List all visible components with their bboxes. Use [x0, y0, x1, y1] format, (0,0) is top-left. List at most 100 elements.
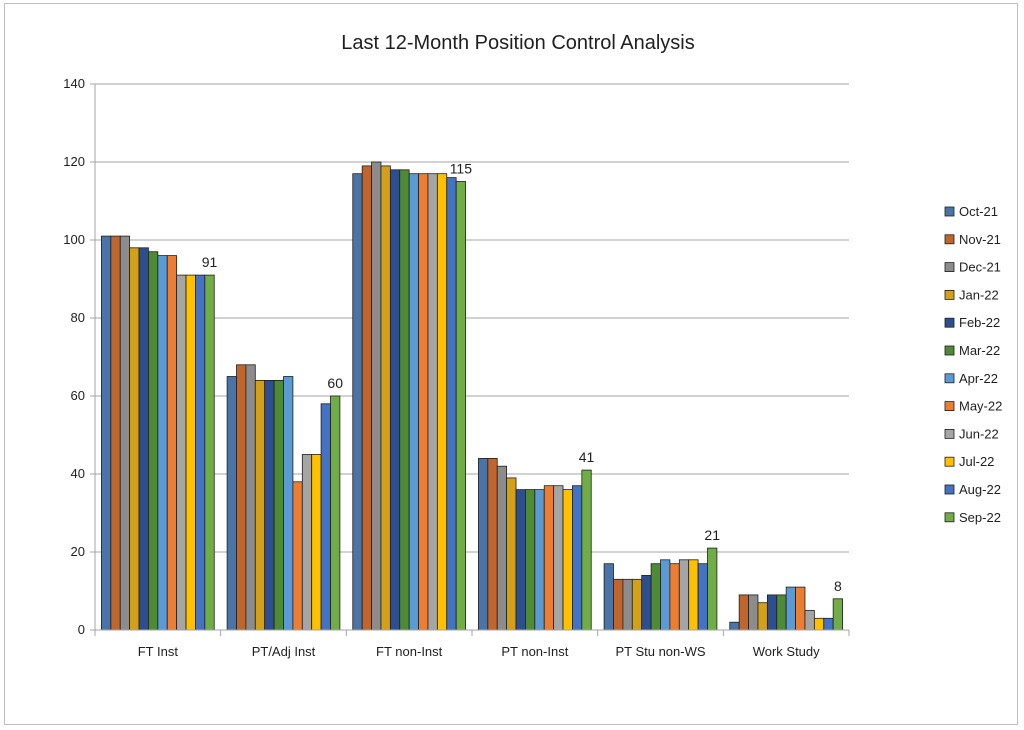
bar	[283, 376, 294, 631]
bar	[185, 274, 196, 631]
legend-swatch	[944, 512, 955, 523]
bar	[446, 177, 457, 631]
bar	[119, 235, 131, 631]
y-tick-label: 100	[63, 232, 85, 247]
bar	[506, 477, 517, 631]
bar	[380, 165, 391, 631]
bar	[738, 594, 749, 631]
bar	[622, 578, 633, 631]
bar	[138, 247, 149, 631]
y-tick-label: 140	[63, 76, 85, 91]
legend-label: May-22	[959, 399, 1002, 414]
legend-label: Apr-22	[959, 371, 998, 386]
bar	[603, 563, 614, 631]
bar	[729, 621, 740, 631]
legend-swatch	[944, 401, 955, 412]
legend-swatch	[944, 345, 955, 356]
bar	[641, 575, 652, 631]
bar	[660, 559, 671, 631]
bar	[195, 274, 206, 631]
bar	[581, 469, 592, 631]
legend-label: Aug-22	[959, 482, 1001, 497]
bar	[697, 563, 708, 631]
bar	[204, 274, 215, 631]
bar	[236, 364, 247, 631]
x-tick-label: FT Inst	[138, 644, 179, 659]
bar	[757, 602, 768, 631]
legend-swatch	[944, 428, 955, 439]
bar	[748, 594, 759, 631]
legend-swatch	[944, 317, 955, 328]
x-tick-label: PT non-Inst	[501, 644, 568, 659]
bar	[795, 586, 806, 631]
data-label: 21	[704, 527, 720, 543]
legend-swatch	[944, 234, 955, 245]
bar	[226, 376, 237, 631]
bar	[166, 255, 178, 631]
bar	[776, 594, 787, 631]
bar	[553, 485, 564, 631]
x-tick-label: PT/Adj Inst	[252, 644, 316, 659]
bar	[515, 489, 526, 631]
bar	[813, 617, 825, 631]
bar	[455, 181, 466, 631]
bar	[101, 235, 112, 631]
x-tick-label: PT Stu non-WS	[615, 644, 705, 659]
bar	[418, 173, 429, 631]
bar	[688, 559, 699, 631]
bar	[273, 379, 284, 631]
legend-swatch	[944, 289, 955, 300]
bar	[301, 454, 313, 631]
chart-title: Last 12-Month Position Control Analysis	[341, 32, 695, 54]
bar	[361, 165, 372, 631]
legend-label: Oct-21	[959, 204, 998, 219]
bar	[176, 274, 187, 631]
bars	[101, 161, 843, 631]
legend-swatch	[944, 262, 955, 273]
bar	[245, 364, 256, 631]
bar	[330, 395, 341, 631]
chart-frame: Last 12-Month Position Control Analysis …	[4, 3, 1018, 725]
legend-label: Dec-21	[959, 260, 1001, 275]
bar	[613, 578, 624, 631]
bar	[562, 489, 573, 631]
bar	[311, 454, 322, 631]
bar	[785, 586, 796, 631]
bar	[678, 559, 690, 631]
bar	[389, 169, 401, 631]
bar	[129, 247, 140, 631]
bar	[572, 485, 583, 631]
legend-label: Jul-22	[959, 454, 994, 469]
bar	[766, 594, 778, 631]
y-tick-label: 20	[71, 544, 85, 559]
y-tick-label: 80	[71, 310, 85, 325]
bar	[543, 485, 555, 631]
data-label: 41	[579, 449, 595, 465]
bar	[264, 379, 275, 631]
bar	[525, 489, 536, 631]
bar	[148, 251, 159, 631]
bar	[320, 403, 331, 631]
bar	[427, 173, 438, 631]
bar	[292, 481, 303, 631]
bar	[399, 169, 410, 631]
legend-swatch	[944, 484, 955, 495]
bar	[352, 173, 363, 631]
bar	[804, 610, 815, 631]
bar	[254, 379, 266, 631]
legend-label: Sep-22	[959, 510, 1001, 525]
bar-chart: Last 12-Month Position Control Analysis …	[63, 32, 1002, 659]
bar	[669, 563, 680, 631]
bar	[110, 235, 121, 631]
bar	[496, 465, 508, 631]
bar	[157, 255, 168, 631]
bar	[832, 598, 843, 631]
bar	[650, 563, 661, 631]
x-tick-label: Work Study	[753, 644, 820, 659]
y-tick-label: 60	[71, 388, 85, 403]
legend-swatch	[944, 373, 955, 384]
bar	[478, 457, 489, 631]
data-label: 60	[327, 375, 343, 391]
bar	[534, 489, 545, 631]
bar	[487, 457, 498, 631]
